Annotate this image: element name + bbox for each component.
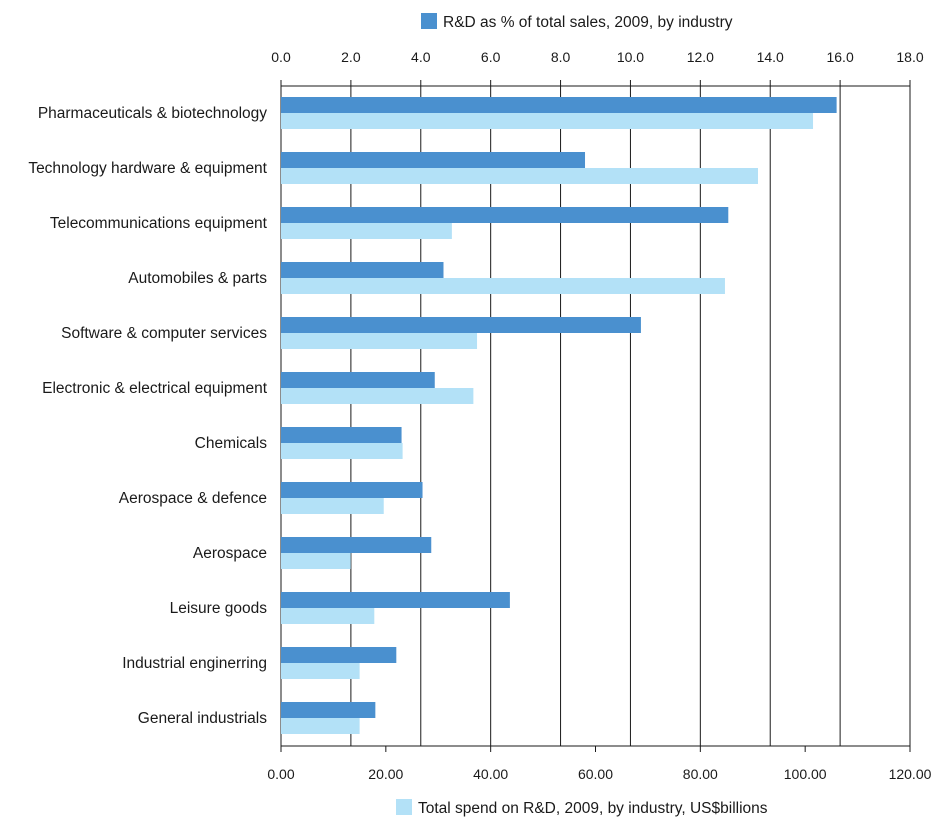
bottom-tick-label: 100.00 [784, 766, 827, 782]
bar-rd-percent [281, 537, 432, 553]
bottom-tick-label: 0.00 [267, 766, 294, 782]
bottom-tick-label: 40.00 [473, 766, 508, 782]
category-label: Pharmaceuticals & biotechnology [38, 105, 267, 122]
bar-rd-percent [281, 317, 641, 333]
bar-rd-percent [281, 647, 397, 663]
category-label: Leisure goods [170, 600, 268, 617]
category-label: Software & computer services [61, 325, 267, 342]
bottom-tick-label: 120.00 [889, 766, 932, 782]
top-tick-label: 6.0 [481, 49, 501, 65]
top-tick-label: 12.0 [687, 49, 714, 65]
category-label: Industrial enginerring [122, 655, 267, 672]
bottom-tick-label: 60.00 [578, 766, 613, 782]
category-label: Automobiles & parts [128, 270, 267, 287]
legend-label-rd-spend: Total spend on R&D, 2009, by industry, U… [418, 800, 768, 817]
bar-rd-percent [281, 427, 402, 443]
category-label: Technology hardware & equipment [28, 160, 267, 177]
bar-rd-spend [281, 278, 725, 294]
category-label: Chemicals [195, 435, 268, 452]
legend-swatch-rd-percent [421, 13, 437, 29]
bar-rd-percent [281, 482, 423, 498]
top-tick-label: 4.0 [411, 49, 431, 65]
legend-swatch-rd-spend [396, 799, 412, 815]
bar-rd-spend [281, 113, 814, 129]
bar-rd-percent [281, 592, 510, 608]
legend-label-rd-percent: R&D as % of total sales, 2009, by indust… [443, 14, 733, 31]
bar-rd-percent [281, 97, 837, 113]
bar-rd-percent [281, 207, 729, 223]
top-tick-label: 16.0 [826, 49, 853, 65]
category-label: General industrials [138, 710, 267, 727]
bar-rd-spend [281, 388, 474, 404]
top-tick-label: 8.0 [551, 49, 571, 65]
bar-rd-spend [281, 663, 360, 679]
top-tick-label: 14.0 [757, 49, 784, 65]
category-label: Aerospace & defence [119, 490, 267, 507]
top-tick-label: 2.0 [341, 49, 361, 65]
bar-rd-spend [281, 333, 478, 349]
bottom-tick-label: 80.00 [683, 766, 718, 782]
bar-rd-spend [281, 223, 452, 239]
bar-rd-percent [281, 262, 444, 278]
bar-rd-percent [281, 702, 376, 718]
bar-rd-percent [281, 372, 435, 388]
bar-rd-spend [281, 498, 384, 514]
category-label: Electronic & electrical equipment [42, 380, 268, 397]
bar-rd-percent [281, 152, 586, 168]
bar-rd-spend [281, 443, 403, 459]
bottom-tick-label: 20.00 [368, 766, 403, 782]
bar-rd-spend [281, 168, 758, 184]
bar-rd-spend [281, 608, 375, 624]
bar-rd-spend [281, 553, 351, 569]
category-label: Telecommunications equipment [50, 215, 268, 232]
category-label: Aerospace [193, 545, 267, 562]
top-tick-label: 10.0 [617, 49, 644, 65]
bar-rd-spend [281, 718, 360, 734]
top-tick-label: 0.0 [271, 49, 291, 65]
top-tick-label: 18.0 [896, 49, 923, 65]
